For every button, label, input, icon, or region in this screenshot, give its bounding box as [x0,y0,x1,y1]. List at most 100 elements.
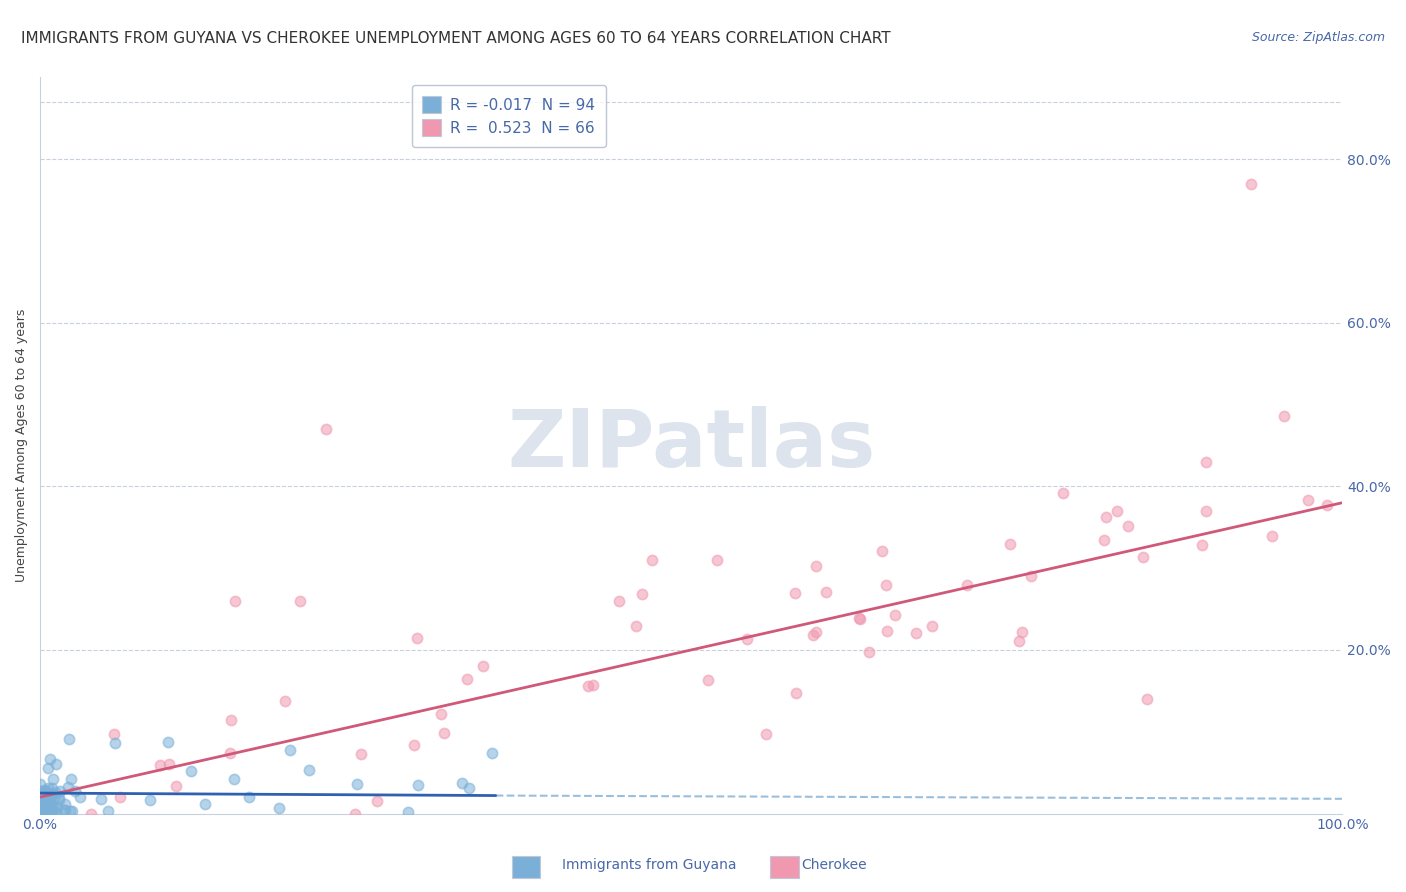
Point [1092,533,1115,548]
Point [858,645,880,659]
Point [41,803,63,817]
Point [139,793,162,807]
Point [641,553,664,567]
Point [451,775,474,789]
Point [346,777,368,791]
Point [298,763,321,777]
Point [697,673,720,687]
Point [32,787,55,801]
Point [148,757,170,772]
Point [582,678,605,692]
Point [848,612,870,626]
Text: Source: ZipAtlas.com: Source: ZipAtlas.com [1251,31,1385,45]
Point [35,785,58,799]
Point [35,802,58,816]
Point [1240,177,1263,191]
Point [998,537,1021,551]
Point [37,761,59,775]
Text: Immigrants from Guyana: Immigrants from Guyana [562,858,737,872]
Point [1132,550,1154,565]
Point [35,793,58,807]
Point [39,804,62,818]
Point [471,659,494,673]
Point [408,778,430,792]
Point [35,805,58,819]
Point [735,632,758,646]
Point [1116,519,1139,533]
Point [42,805,65,819]
Point [59,805,82,819]
Point [32,804,55,818]
Point [30,797,52,812]
Point [801,628,824,642]
Point [31,793,53,807]
Point [30,784,52,798]
Point [38,799,60,814]
Point [60,772,83,787]
Point [35,798,58,813]
Point [429,706,451,721]
Point [1195,504,1218,518]
Point [904,626,927,640]
Point [1296,493,1319,508]
Point [456,672,478,686]
Point [34,795,56,809]
Point [32,784,55,798]
Point [224,772,246,787]
Point [1107,504,1129,518]
Point [785,686,807,700]
Point [1008,633,1031,648]
Point [31,805,53,820]
Point [45,756,67,771]
Point [35,801,58,815]
Point [624,619,647,633]
Point [49,784,72,798]
Point [30,801,52,815]
Point [53,803,76,817]
Point [34,790,56,805]
Point [80,806,103,821]
Point [194,797,217,811]
Point [41,780,63,795]
Point [290,594,312,608]
Point [45,805,67,819]
Point [37,788,59,802]
Point [218,746,240,760]
Point [97,804,120,818]
Point [39,797,62,811]
Point [344,806,367,821]
Point [39,751,62,765]
Point [238,789,260,804]
Point [38,787,60,801]
Point [350,747,373,762]
Point [53,797,76,812]
Point [273,694,295,708]
Point [34,804,56,818]
Point [41,787,63,801]
Text: Cherokee: Cherokee [801,858,868,872]
Point [219,713,242,727]
Point [31,805,53,820]
Point [30,789,52,803]
Point [785,585,807,599]
Point [875,577,897,591]
Point [956,578,979,592]
Point [48,790,70,805]
Point [1261,529,1284,543]
Point [44,785,66,799]
Point [34,799,56,814]
Point [41,805,63,819]
Point [755,727,778,741]
Point [32,802,55,816]
Point [45,800,67,814]
Point [457,780,479,795]
Point [706,553,728,567]
Point [35,802,58,816]
Point [30,777,52,791]
Point [1095,510,1118,524]
Point [42,798,65,813]
Point [267,800,290,814]
Point [31,799,53,814]
Point [60,804,83,818]
Point [42,772,65,786]
